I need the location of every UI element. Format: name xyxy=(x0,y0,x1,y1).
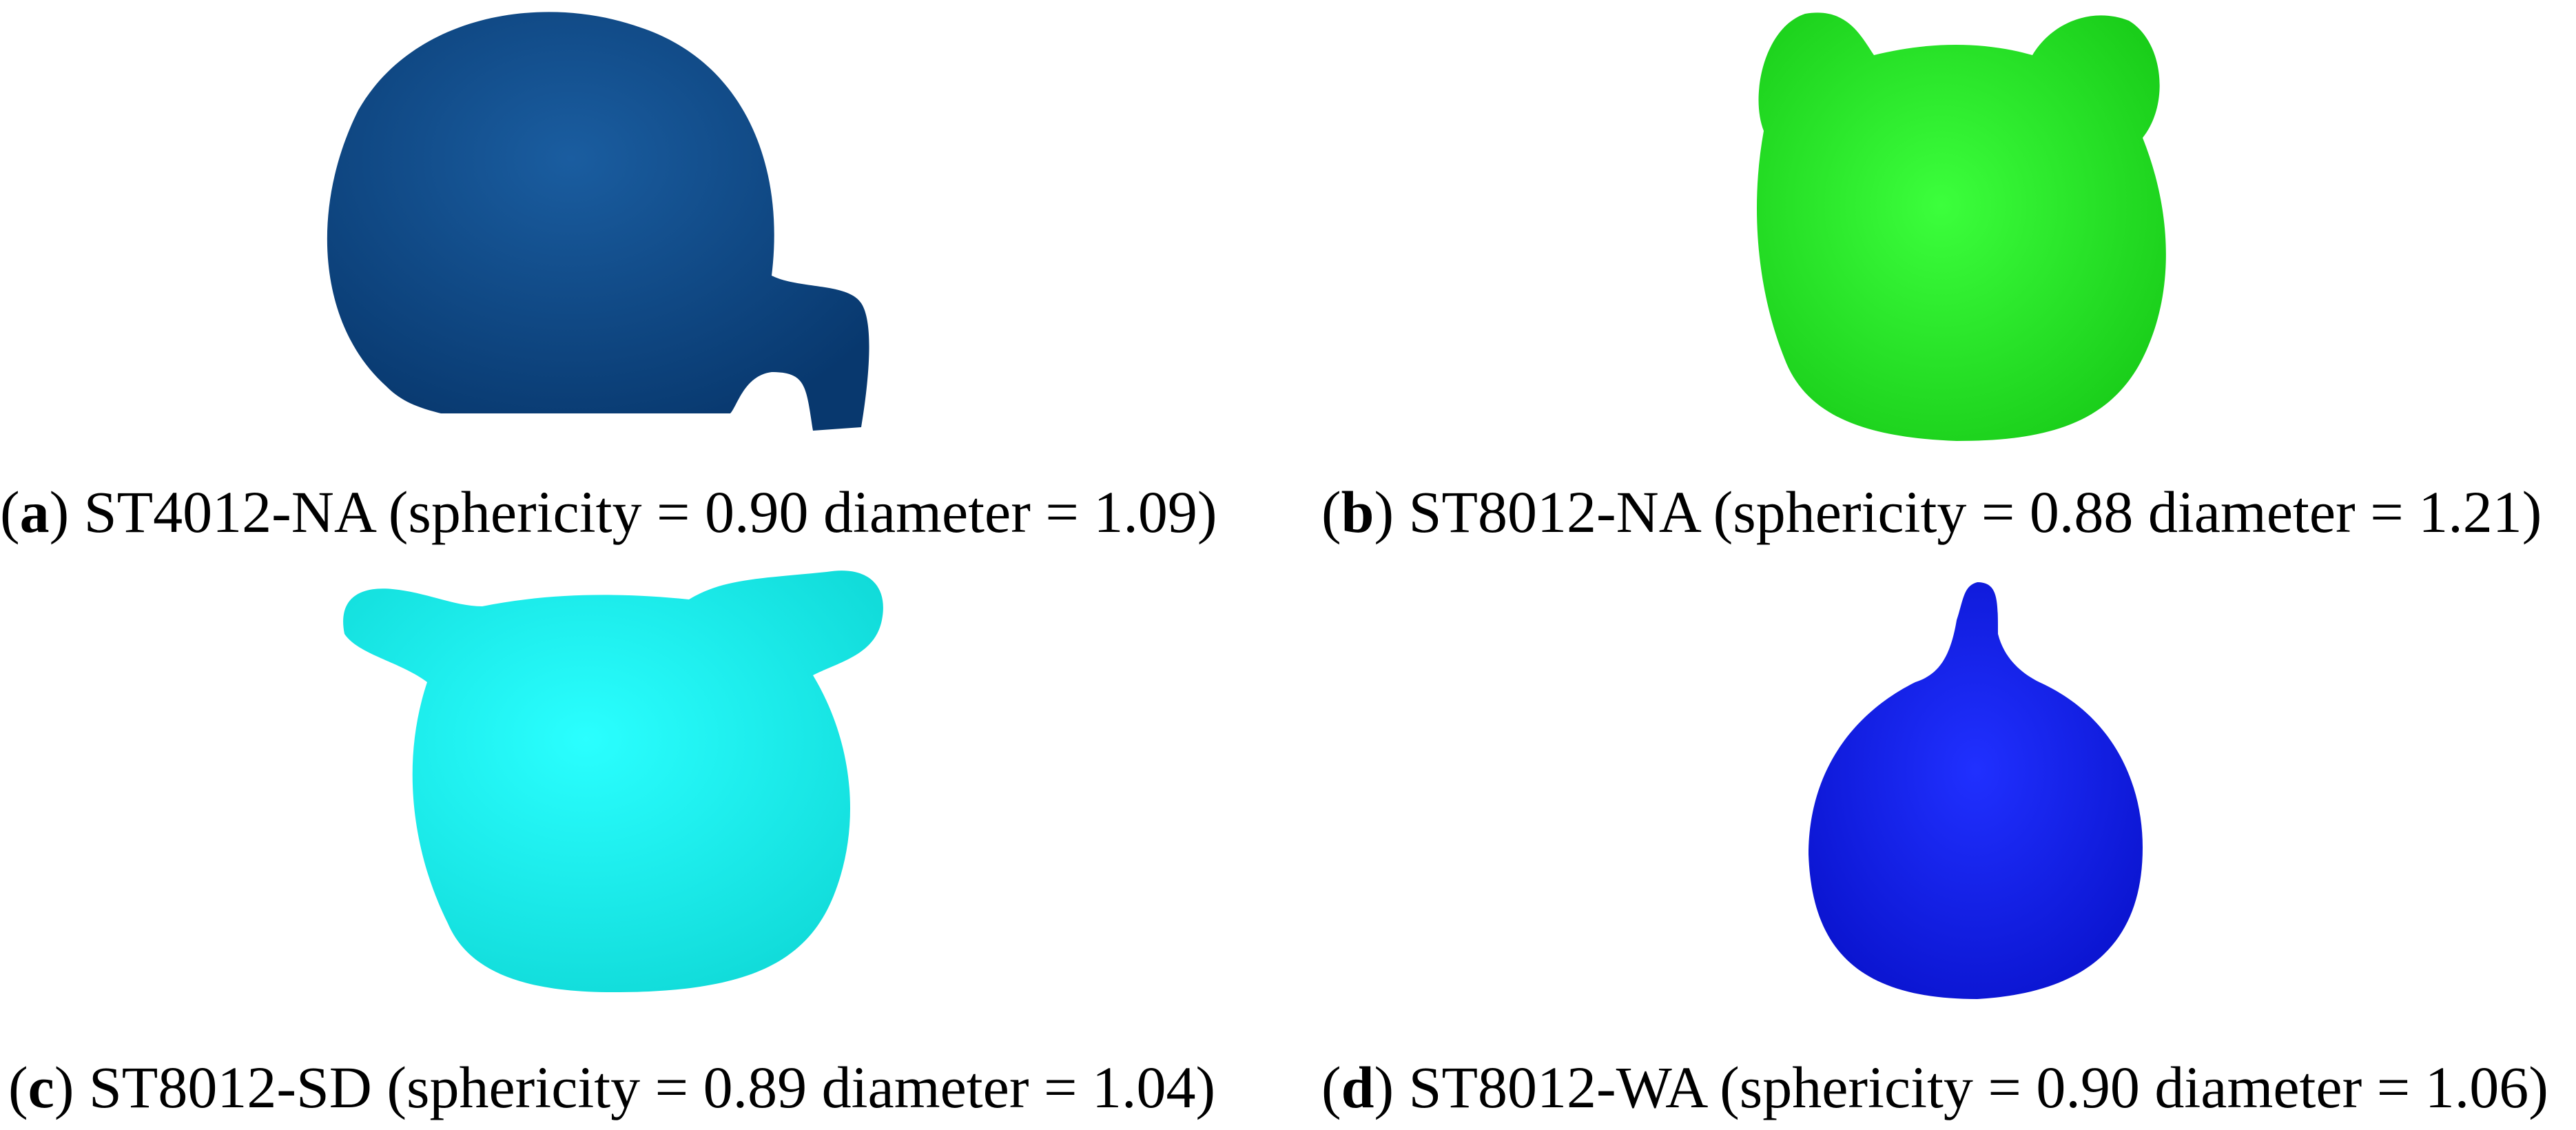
caption-b: (b) ST8012-NA (sphericity = 0.88 diamete… xyxy=(1321,479,2542,545)
caption-d: (d) ST8012-WA (sphericity = 0.90 diamete… xyxy=(1321,1054,2548,1120)
caption-a: (a) ST4012-NA (sphericity = 0.90 diamete… xyxy=(0,479,1217,545)
caption-c: (c) ST8012-SD (sphericity = 0.89 diamete… xyxy=(8,1054,1216,1120)
